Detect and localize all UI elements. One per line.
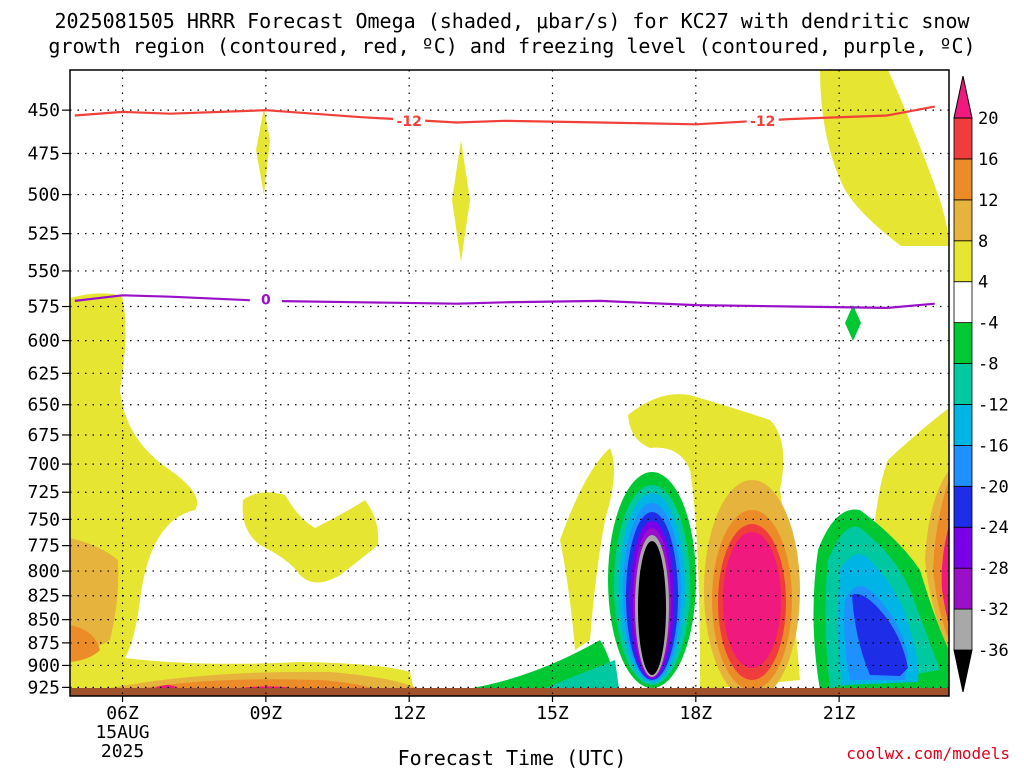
- shade-orange-left-2: [70, 625, 100, 662]
- ground-band: [70, 688, 949, 696]
- y-tick-label: 675: [27, 425, 60, 446]
- colorbar-label: -32: [978, 600, 1009, 620]
- y-tick-label: 725: [27, 482, 60, 503]
- colorbar-label: 20: [978, 109, 998, 129]
- y-tick-label: 525: [27, 224, 60, 245]
- colorbar-label: -4: [978, 314, 998, 334]
- x-axis-label: Forecast Time (UTC): [397, 746, 627, 770]
- y-tick-label: 575: [27, 297, 60, 318]
- colorbar-box: [953, 240, 973, 283]
- omega-shading: [70, 70, 949, 696]
- colorbar-box: [953, 485, 973, 528]
- colorbar-box: [953, 322, 973, 364]
- colorbar-box: [953, 363, 973, 405]
- x-year-label: 2025: [101, 741, 144, 762]
- shade-yellow-mid: [560, 448, 614, 650]
- colorbar-label: -20: [978, 477, 1009, 497]
- contours: [74, 105, 935, 310]
- y-tick-label: 925: [27, 677, 60, 698]
- colorbar-label: -24: [978, 518, 1009, 538]
- contour-label-bg: [746, 112, 779, 129]
- colorbar-box: [953, 199, 973, 242]
- chart-title-line-2: growth region (contoured, red, ºC) and f…: [48, 34, 976, 58]
- y-tick-label: 850: [27, 610, 60, 631]
- colorbar-label: 12: [978, 191, 998, 211]
- colorbar-label: -16: [978, 436, 1009, 456]
- y-tick-label: 825: [27, 586, 60, 607]
- contour-label-bg: [393, 112, 426, 129]
- shade-yellow-left: [70, 293, 415, 696]
- plot-frame: [69, 69, 950, 697]
- contour-label: -12: [397, 114, 422, 130]
- shade-21z-darkblue: [852, 594, 908, 676]
- y-tick-label: 900: [27, 655, 60, 676]
- contour-label: -12: [750, 114, 775, 130]
- contour-label: 0: [261, 293, 271, 309]
- shade-yellow-spike-09z: [256, 108, 270, 195]
- shade-orange-left: [70, 538, 119, 650]
- colorbar-label: 4: [978, 273, 988, 293]
- shade-17z-black: [638, 541, 666, 675]
- y-tick-label: 550: [27, 261, 60, 282]
- y-tick-label: 450: [27, 100, 60, 121]
- y-tick-label: 475: [27, 143, 60, 164]
- y-tick-label: 800: [27, 561, 60, 582]
- x-tick-label: 15Z: [536, 703, 569, 724]
- x-tick-label: 06Z: [106, 703, 139, 724]
- shade-teal-band: [540, 660, 620, 696]
- y-tick-label: 625: [27, 363, 60, 384]
- y-tick-label: 500: [27, 185, 60, 206]
- colorbar-box: [953, 281, 973, 324]
- shade-19z-pink: [723, 532, 781, 668]
- dgz-minus12-contour: [74, 105, 935, 126]
- colorbar: 20 16 12 8 4 -4 -8 -12 -16 -20 -24 -28 -32 -36: [953, 75, 1009, 693]
- y-tick-label: 600: [27, 331, 60, 352]
- contour-label-bg: [249, 291, 282, 308]
- x-tick-label: 12Z: [393, 703, 426, 724]
- freezing-level-contour: [74, 294, 935, 310]
- colorbar-label: -28: [978, 559, 1009, 579]
- colorbar-box: [953, 158, 973, 201]
- y-tick-label: 875: [27, 633, 60, 654]
- colorbar-box: [953, 567, 973, 610]
- x-tick-label: 18Z: [680, 703, 713, 724]
- colorbar-label: 8: [978, 232, 988, 252]
- colorbar-label: 16: [978, 150, 998, 170]
- colorbar-box: [953, 608, 973, 651]
- shade-yellow-spike-13z: [452, 140, 470, 262]
- credit-link[interactable]: coolwx.com/models: [846, 744, 1010, 763]
- y-tick-label: 750: [27, 509, 60, 530]
- y-axis-ticks: 450 475 500 525 550 575 600 625 650 675 700 725 750 7…: [27, 100, 70, 698]
- x-date-label: 15AUG: [95, 722, 149, 743]
- colorbar-box: [953, 526, 973, 569]
- colorbar-arrow-top: [953, 75, 973, 119]
- colorbar-box: [953, 404, 973, 446]
- y-tick-label: 700: [27, 454, 60, 475]
- shade-right-pink: [941, 525, 949, 625]
- colorbar-label: -36: [978, 641, 1009, 661]
- x-tick-label: 21Z: [823, 703, 856, 724]
- colorbar-box: [953, 117, 973, 160]
- shade-yellow-09z: [242, 492, 379, 583]
- colorbar-label: -12: [978, 395, 1009, 415]
- colorbar-arrow-bottom: [953, 649, 973, 693]
- chart-title-line-1: 2025081505 HRRR Forecast Omega (shaded, …: [54, 9, 970, 33]
- y-tick-label: 650: [27, 395, 60, 416]
- shade-yellow-top-right: [820, 70, 949, 246]
- shade-green-blob: [845, 305, 861, 341]
- y-tick-label: 775: [27, 536, 60, 557]
- x-tick-label: 09Z: [250, 703, 283, 724]
- contour-labels: -12 -12 0: [249, 112, 779, 309]
- colorbar-label: -8: [978, 355, 998, 375]
- colorbar-box: [953, 444, 973, 487]
